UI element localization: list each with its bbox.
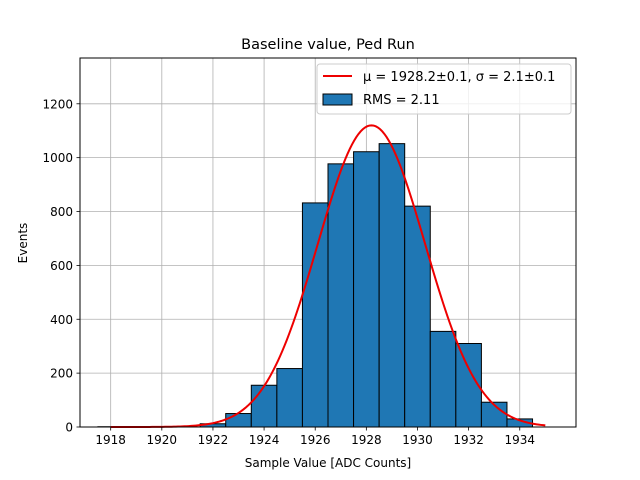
x-tick-label: 1922: [198, 433, 229, 447]
chart-title: Baseline value, Ped Run: [241, 37, 415, 53]
histogram-bar: [225, 413, 252, 428]
x-tick-label: 1934: [504, 433, 535, 447]
x-tick-label: 1924: [249, 433, 280, 447]
legend: μ = 1928.2±0.1, σ = 2.1±0.1 RMS = 2.11: [316, 63, 572, 115]
x-tick-label: 1930: [402, 433, 433, 447]
y-axis-label: Events: [16, 223, 30, 264]
y-tick-label: 0: [65, 421, 73, 435]
x-axis-ticks: 1918 1920 1922 1924 1926 1928 1930 1932 1934: [95, 427, 535, 447]
x-axis-label: Sample Value [ADC Counts]: [245, 456, 411, 470]
y-tick-label: 200: [50, 367, 73, 381]
histogram-bar: [378, 143, 406, 428]
y-tick-label: 1000: [42, 151, 73, 165]
y-tick-label: 1200: [42, 97, 73, 111]
histogram-bar: [276, 368, 303, 428]
legend-rms-label: RMS = 2.11: [363, 93, 440, 108]
x-tick-label: 1928: [351, 433, 382, 447]
legend-fit-label: μ = 1928.2±0.1, σ = 2.1±0.1: [363, 70, 555, 85]
x-tick-label: 1918: [95, 433, 126, 447]
y-tick-label: 600: [50, 259, 73, 273]
histogram-bar: [404, 205, 431, 428]
y-tick-label: 800: [50, 205, 73, 219]
plot-frame: [79, 57, 577, 428]
legend-rms-swatch: [322, 93, 353, 106]
histogram-bar: [429, 330, 457, 428]
histogram-bar: [250, 384, 278, 428]
y-axis-ticks: 0 200 400 600 800 1000 1200: [42, 97, 80, 435]
x-tick-label: 1932: [453, 433, 484, 447]
legend-box: [316, 63, 572, 115]
histogram-bar: [301, 202, 329, 428]
histogram-bar: [327, 163, 355, 428]
gaussian-fit-curve: [110, 124, 546, 428]
histogram-bar: [353, 151, 380, 428]
histogram-bars: [97, 143, 534, 428]
x-tick-label: 1920: [147, 433, 178, 447]
x-tick-label: 1926: [300, 433, 331, 447]
y-tick-label: 400: [50, 313, 73, 327]
